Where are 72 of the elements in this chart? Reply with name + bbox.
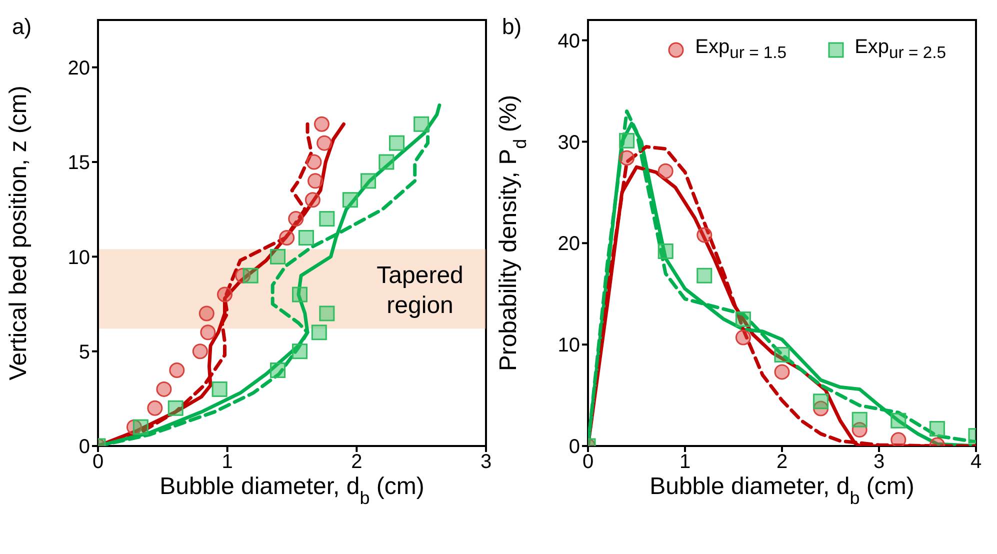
x-tick-label: 3 [480,451,492,474]
x-tick-label: 1 [222,451,233,474]
point [200,324,216,340]
point [813,394,829,410]
point [696,227,712,243]
point [319,211,335,227]
x-axis-title: Bubble diameter, d$_{b}$ (cm) [160,473,424,508]
point [890,412,906,428]
y-tick-label: 0 [568,436,580,458]
point [147,400,163,416]
point [212,381,228,397]
point [735,330,751,346]
y-tick-label: 10 [558,334,580,357]
point [288,211,304,227]
point [308,173,324,189]
y-tick-label: 30 [558,132,580,154]
legend-label: Exp$_{ur = 1.5}$ [695,36,787,63]
point [696,268,712,284]
point [292,344,308,360]
point [311,324,327,340]
point [169,362,185,378]
y-tick-label: 0 [78,436,90,458]
x-tick-label: 0 [582,451,594,474]
point [168,400,184,416]
y-tick-label: 40 [558,30,580,52]
x-tick-label: 4 [970,451,982,474]
point [658,163,674,179]
point [216,286,232,302]
point [156,381,172,397]
y-tick-label: 5 [78,341,90,364]
point [658,244,674,260]
point [414,116,430,132]
point [192,344,208,360]
x-tick-label: 3 [873,451,885,474]
chart-title: b) [502,14,522,40]
point [342,192,358,208]
point [774,364,790,380]
point [270,362,286,378]
x-axis-title: Bubble diameter, d$_{b}$ (cm) [650,473,914,508]
point [306,154,322,170]
point [270,248,286,264]
point [292,286,308,302]
point [132,419,148,435]
y-axis-title: Vertical bed position, z (cm) [5,86,32,380]
point [389,135,405,151]
point [198,306,214,322]
point [360,173,376,189]
x-tick-label: 1 [679,451,691,474]
point [298,230,314,246]
point [619,150,635,166]
chart-title: a) [12,14,32,40]
legend-label: Exp$_{ur = 2.5}$ [854,36,946,63]
point [316,135,332,151]
point [852,412,868,428]
x-tick-label: 2 [351,451,362,474]
y-tick-label: 15 [68,152,90,174]
point [319,306,335,322]
y-tick-label: 10 [68,246,90,269]
point [735,311,751,327]
y-tick-label: 20 [558,233,580,256]
point [242,268,258,284]
point [304,192,320,208]
x-tick-label: 2 [776,451,788,474]
point [314,116,330,132]
point [929,421,945,437]
y-tick-label: 20 [68,57,90,80]
point [378,154,394,170]
point [279,230,295,246]
point [619,132,635,148]
point [890,432,906,446]
band-label: Tapered region [376,262,464,319]
point [774,346,790,362]
